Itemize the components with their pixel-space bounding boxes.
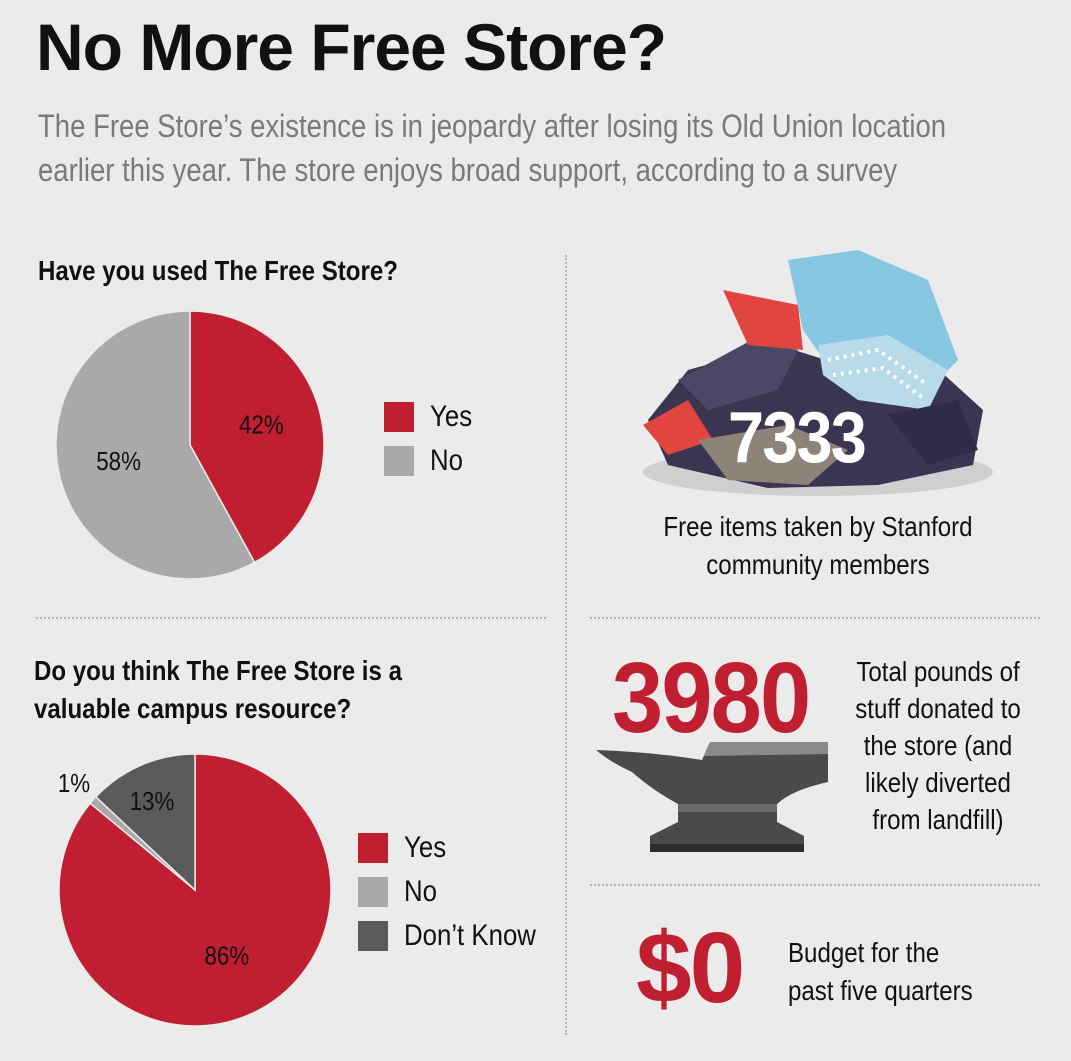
chart2-legend: Yes No Don’t Know — [358, 826, 557, 958]
legend-item-yes: Yes — [384, 395, 479, 439]
chart2-title-line-1: Do you think The Free Store is a — [34, 655, 402, 686]
pie-chart-used: 42% 58% — [55, 310, 325, 580]
page-title: No More Free Store? — [36, 10, 667, 84]
subtitle-line-2: earlier this year. The store enjoys broa… — [38, 152, 898, 188]
legend-label: No — [404, 875, 437, 908]
budget-caption-line-1: Budget for the — [788, 937, 940, 968]
chart1-legend: Yes No — [384, 395, 479, 483]
legend-item-no: No — [358, 870, 557, 914]
pounds-caption: Total pounds of stuff donated to the sto… — [835, 653, 1041, 838]
pounds-caption-line: likely diverted — [865, 767, 1011, 798]
pie-slice-no — [55, 310, 256, 580]
legend-label: Don’t Know — [404, 919, 536, 952]
pie-label-yes: 42% — [239, 411, 284, 440]
legend-swatch-no — [384, 446, 414, 476]
pounds-caption-line: the store (and — [863, 730, 1013, 761]
clothes-pile-icon — [643, 250, 993, 496]
right-horizontal-divider-2 — [590, 884, 1040, 886]
pounds-caption-line: from landfill) — [872, 804, 1004, 835]
legend-label: Yes — [404, 831, 447, 864]
pie-label-yes: 86% — [204, 942, 249, 971]
budget-caption-line-2: past five quarters — [788, 975, 973, 1006]
items-caption: Free items taken by Stanford community m… — [646, 508, 990, 584]
pie-slice-don-t-know — [94, 753, 196, 892]
page-subtitle: The Free Store’s existence is in jeopard… — [38, 104, 947, 192]
vertical-divider — [565, 255, 567, 1035]
legend-item-yes: Yes — [358, 826, 557, 870]
chart2-title-line-2: valuable campus resource? — [34, 693, 352, 724]
budget-caption: Budget for the past five quarters — [788, 934, 973, 1010]
legend-swatch-no — [358, 877, 388, 907]
pie-slice-yes — [189, 310, 325, 564]
chart2-title: Do you think The Free Store is a valuabl… — [34, 652, 402, 728]
pie-label-no: 58% — [96, 448, 141, 477]
left-horizontal-divider — [36, 617, 546, 619]
subtitle-line-1: The Free Store’s existence is in jeopard… — [38, 108, 947, 144]
items-number: 7333 — [728, 398, 867, 478]
legend-label: Yes — [430, 400, 473, 433]
right-horizontal-divider-1 — [590, 617, 1040, 619]
chart1-title: Have you used The Free Store? — [38, 255, 398, 286]
items-caption-line-2: community members — [706, 549, 930, 580]
legend-item-no: No — [384, 439, 479, 483]
legend-swatch-yes — [358, 833, 388, 863]
legend-label: No — [430, 444, 463, 477]
anvil-icon — [596, 742, 828, 852]
legend-swatch-yes — [384, 402, 414, 432]
legend-swatch-dont-know — [358, 921, 388, 951]
pounds-caption-line: Total pounds of — [856, 656, 1020, 687]
pounds-caption-line: stuff donated to — [855, 693, 1021, 724]
legend-item-dont-know: Don’t Know — [358, 914, 557, 958]
budget-number: $0 — [636, 912, 745, 1024]
pie-label-no: 1% — [58, 769, 90, 798]
pie-label-don-t-know: 13% — [130, 787, 175, 816]
items-caption-line-1: Free items taken by Stanford — [663, 511, 973, 542]
pie-chart-valuable: 86% 1% 13% — [58, 753, 332, 1027]
pounds-number: 3980 — [612, 642, 811, 754]
